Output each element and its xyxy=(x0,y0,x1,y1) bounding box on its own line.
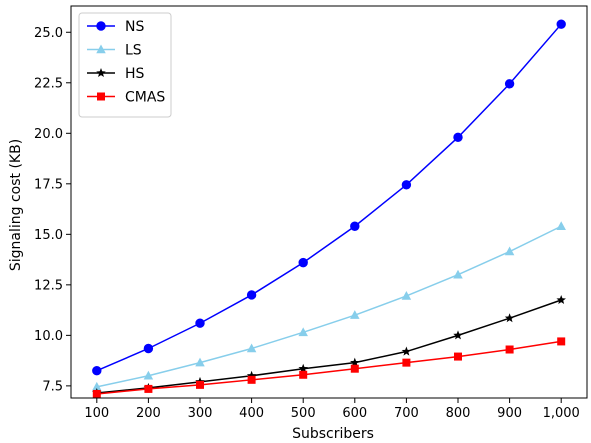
legend-label: LS xyxy=(125,43,142,59)
data-point xyxy=(144,384,153,393)
y-axis-label: Signaling cost (KB) xyxy=(8,139,24,271)
data-point xyxy=(143,343,154,354)
data-point xyxy=(556,221,566,230)
data-point xyxy=(504,246,515,256)
plot-area xyxy=(92,19,566,398)
y-tick-label: 17.5 xyxy=(34,177,63,192)
data-point xyxy=(246,343,257,353)
legend-label: CMAS xyxy=(125,90,165,106)
legend: NS LS HS CMAS xyxy=(78,12,172,118)
x-tick-label: 400 xyxy=(239,406,264,421)
legend-box xyxy=(78,12,172,118)
legend-marker xyxy=(96,68,106,78)
data-point xyxy=(92,381,102,391)
data-point xyxy=(350,310,360,319)
y-tick-label: 20.0 xyxy=(34,127,63,142)
series-ls xyxy=(92,221,566,391)
legend-marker xyxy=(97,92,105,101)
x-tick-label: 600 xyxy=(342,406,367,421)
y-tick-label: 25.0 xyxy=(34,26,63,41)
y-tick-label: 7.5 xyxy=(42,379,63,394)
x-axis-label: Subscribers xyxy=(292,426,374,442)
data-point xyxy=(556,295,566,305)
legend-marker xyxy=(96,44,106,54)
data-point xyxy=(350,357,360,367)
series-line-ls xyxy=(96,225,562,388)
legend-label: NS xyxy=(125,19,144,35)
series-ns xyxy=(92,19,566,376)
axes: 100 200 300 400 500 600 700 800 900 1,000 7.5 10.0 1… xyxy=(34,5,588,421)
data-point xyxy=(454,352,462,361)
legend-entry-ls: LS xyxy=(87,43,142,59)
data-point xyxy=(504,313,515,323)
y-tick-label: 15.0 xyxy=(34,228,63,243)
data-point xyxy=(453,132,463,143)
y-tick-label: 22.5 xyxy=(34,76,63,91)
x-tick-label: 900 xyxy=(497,406,522,421)
x-tick-label: 100 xyxy=(84,406,109,421)
data-point xyxy=(504,79,515,89)
data-point xyxy=(143,370,154,380)
x-tick-label: 200 xyxy=(136,406,161,421)
legend-marker xyxy=(96,21,106,31)
series-line-cmas xyxy=(96,340,562,395)
x-tick-label: 700 xyxy=(394,406,419,421)
data-point xyxy=(453,269,463,279)
data-point xyxy=(247,375,256,384)
data-point xyxy=(298,257,308,268)
data-point xyxy=(196,380,204,389)
data-point xyxy=(195,318,205,328)
data-point xyxy=(298,327,308,337)
data-point xyxy=(350,221,360,231)
plot-frame xyxy=(70,5,588,399)
legend-entry-cmas: CMAS xyxy=(87,90,165,106)
y-tick-label: 10.0 xyxy=(34,329,63,344)
x-tick-label: 800 xyxy=(446,406,471,421)
legend-entry-hs: HS xyxy=(87,66,145,82)
x-tick-label: 300 xyxy=(188,406,213,421)
legend-label: HS xyxy=(125,66,145,82)
series-line-ns xyxy=(96,23,562,372)
data-point xyxy=(246,370,257,380)
data-point xyxy=(557,337,566,346)
data-point xyxy=(402,358,411,367)
data-point xyxy=(401,180,412,190)
legend-entry-ns: NS xyxy=(87,19,144,35)
x-tick-label: 1,000 xyxy=(543,406,580,421)
data-point xyxy=(92,366,102,376)
data-point xyxy=(556,19,566,29)
data-point xyxy=(299,370,308,379)
data-point xyxy=(350,364,359,373)
data-point xyxy=(401,346,412,356)
x-tick-label: 500 xyxy=(291,406,316,421)
data-point xyxy=(298,363,308,373)
series-cmas xyxy=(92,337,566,398)
data-point xyxy=(246,290,257,300)
data-point xyxy=(195,357,205,367)
data-point xyxy=(505,345,514,354)
data-point xyxy=(453,330,463,340)
series-line-hs xyxy=(96,299,562,394)
data-point xyxy=(401,290,412,300)
data-point xyxy=(92,389,101,398)
y-tick-label: 12.5 xyxy=(34,278,63,293)
